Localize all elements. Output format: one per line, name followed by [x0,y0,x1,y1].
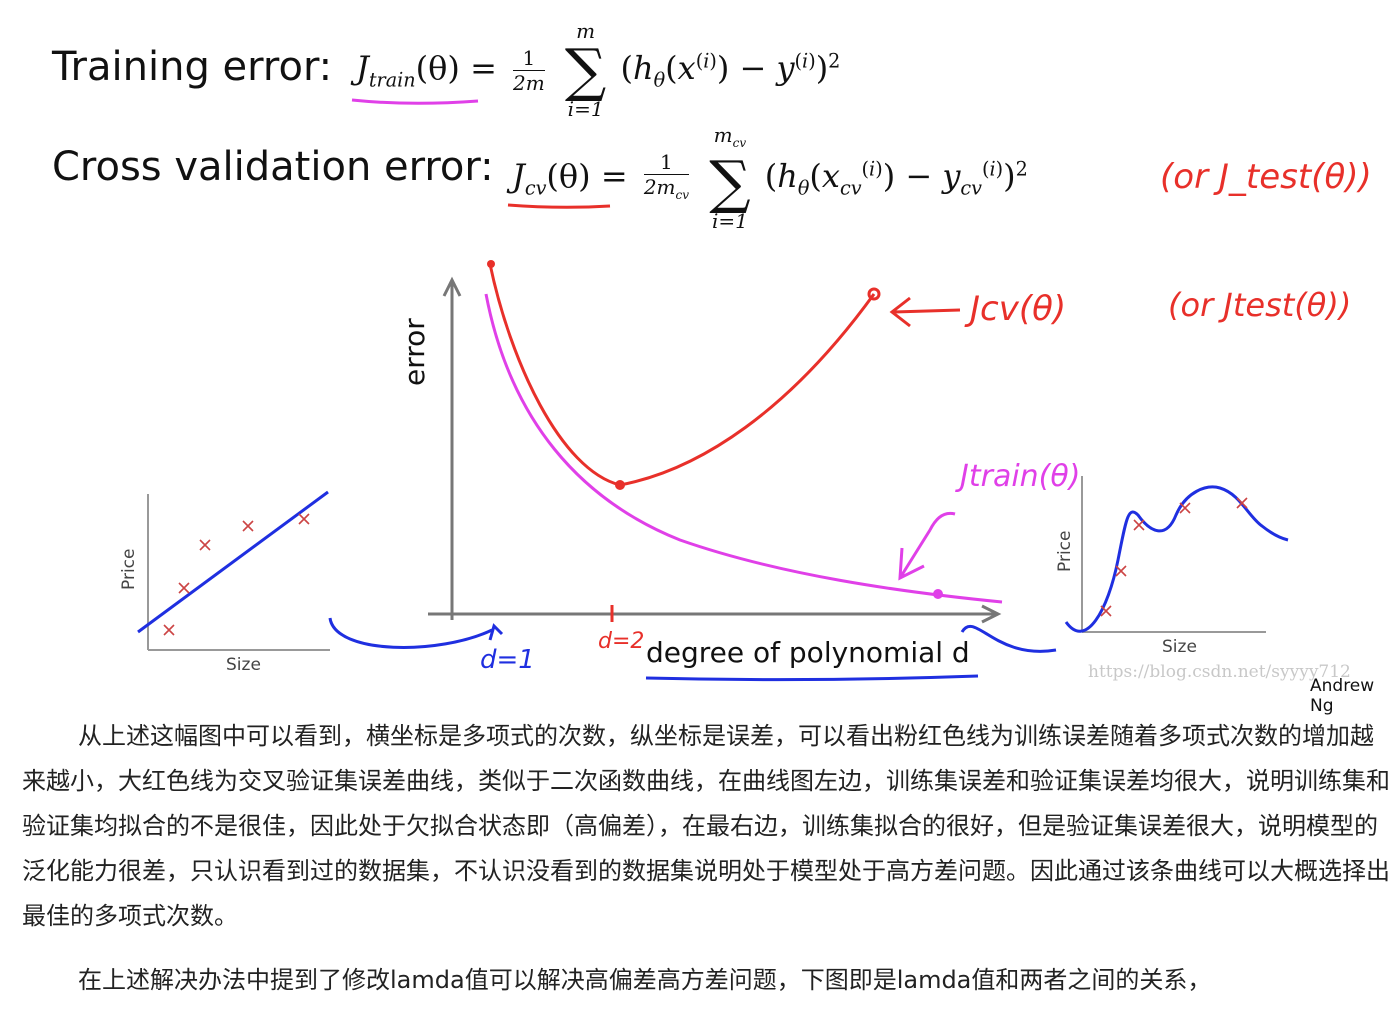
cv-note-handwritten: (or J_test(θ)) [1160,157,1372,197]
train-fraction: 1 2m [513,45,545,95]
right-plot-markers [1100,497,1248,617]
jcv-label: Jcv(θ) [964,289,1066,329]
cv-sum: mcv ∑ i=1 [709,123,751,233]
jcv-min-point [615,480,625,490]
marker [199,539,211,551]
marker [298,513,310,525]
train-sum: m ∑ i=1 [564,19,607,121]
left-plot-xlabel: Size [226,655,261,675]
cv-underline [507,203,611,209]
y-axis-arrow [442,276,462,297]
cv-formula-body: (hθ(xcv(i)) − ycv(i))2 [764,156,1028,200]
jcv-end-point [867,287,881,301]
left-plot-markers [163,513,310,636]
marker [242,520,254,532]
training-error-formula: Jtrain(θ) = 1 2m m ∑ i=1 (hθ(x(i)) − y(i… [356,20,840,120]
d1-arrow [488,623,504,641]
y-axis-label: error [398,318,431,386]
jcv-start-point [487,260,495,268]
training-error-label: Training error: [52,44,333,90]
right-plot-xlabel: Size [1162,637,1197,657]
series-jtrain-curve [484,293,1003,604]
left-connector [328,617,493,649]
series-jcv-curve [488,263,876,487]
x-axis-label: degree of polynomial d [646,636,970,669]
paragraph-2: 在上述解决办法中提到了修改lamda值可以解决高偏差高方差问题，下图即是lamd… [78,966,1212,994]
left-plot-ylabel: Price [119,549,139,590]
jtrain-end-point [933,589,943,599]
cv-error-label: Cross validation error: [52,144,494,190]
figure-canvas: (or J_test(θ)) error Jcv(θ) (or Jtest(θ)… [119,98,1372,682]
marker [1179,502,1191,514]
andrew-ng-credit: Andrew Ng [1310,676,1375,716]
marker [1100,605,1112,617]
train-formula-body: (hθ(x(i)) − y(i))2 [620,48,841,92]
right-plot-overfit: Price Size [1055,476,1289,657]
left-plot-fit-line [137,490,329,634]
jcv-note: (or Jtest(θ)) [1168,286,1351,324]
marker [1236,497,1248,509]
jcv-arrow [889,296,961,328]
jtrain-label: Jtrain(θ) [955,459,1080,494]
main-chart: error Jcv(θ) (or Jtest(θ)) Jtrain(θ) d=2… [328,260,1351,682]
marker [178,582,190,594]
cv-error-formula: Jcv(θ) = 1 2mcv mcv ∑ i=1 (hθ(xcv(i)) − … [512,124,1028,232]
train-underline [351,98,479,105]
paragraph-1: 从上述这幅图中可以看到，横坐标是多项式的次数，纵坐标是误差，可以看出粉红色线为训… [22,722,1390,930]
right-connector [960,624,1057,653]
right-plot-ylabel: Price [1055,531,1075,572]
watermark: https://blog.csdn.net/syyyy712 [1088,662,1351,682]
x-axis-label-underline [645,674,979,682]
marker [1115,565,1127,577]
left-plot-underfit: Price Size [119,490,330,675]
train-formula-lhs: Jtrain(θ) = [356,48,497,92]
cv-fraction: 1 2mcv [643,149,690,202]
cv-formula-lhs: Jcv(θ) = [512,156,628,200]
d1-label: d=1 [480,645,535,675]
marker [1133,519,1145,531]
marker [163,624,175,636]
d2-label: d=2 [598,629,644,654]
right-plot-fit-curve [1064,485,1289,633]
x-axis-arrow [981,604,1002,624]
jtrain-arrow [898,511,956,581]
